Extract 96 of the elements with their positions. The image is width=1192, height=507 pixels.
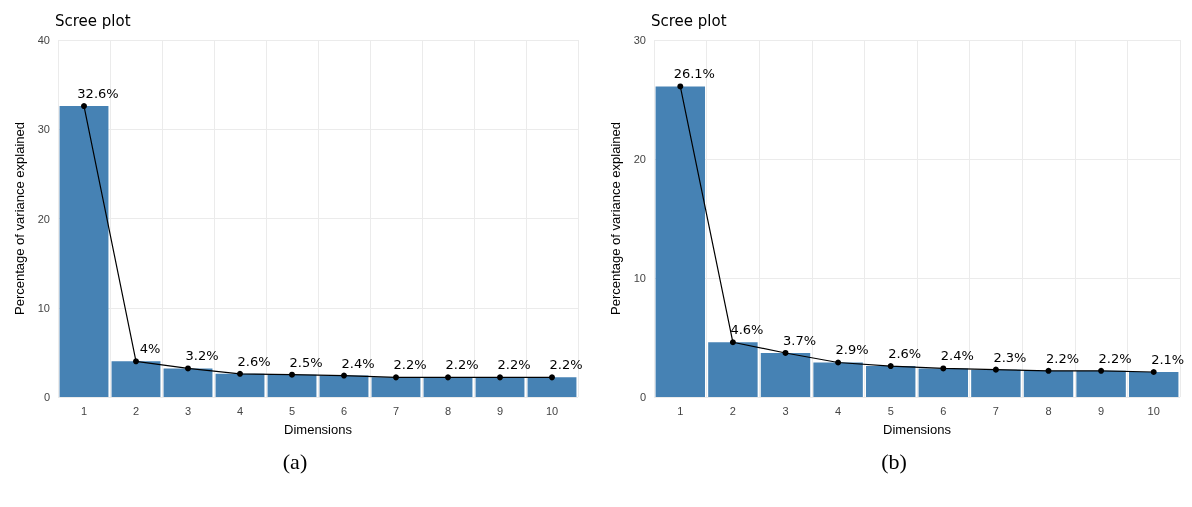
bar (865, 366, 916, 397)
data-label: 2.9% (835, 342, 869, 358)
x-tick-label: 7 (992, 404, 999, 417)
point (677, 83, 684, 90)
x-axis-title: Dimensions (883, 422, 952, 437)
x-tick-label: 10 (545, 404, 559, 417)
chart-title: Scree plot (651, 11, 727, 30)
data-label: 2.4% (341, 355, 375, 371)
bar (971, 369, 1021, 397)
point (835, 359, 842, 366)
x-tick-label: 2 (729, 404, 736, 417)
x-tick-label: 1 (80, 404, 88, 417)
y-tick-label: 20 (633, 153, 646, 165)
x-tick-label: 9 (496, 404, 504, 417)
x-tick-label: 5 (288, 404, 296, 417)
text: (b) (881, 448, 907, 474)
data-label: 2.6% (888, 346, 922, 362)
bar (1128, 372, 1179, 397)
bar (215, 373, 265, 397)
data-label: 2.2% (445, 357, 479, 373)
chart-title: Scree plot (55, 11, 131, 30)
x-axis-title: Dimensions (284, 422, 353, 437)
data-label: 2.3% (993, 349, 1027, 365)
bar (527, 377, 577, 397)
x-tick-label: 10 (1147, 404, 1160, 417)
bar (267, 374, 317, 397)
y-axis-title: Percentage of variance explained (12, 122, 27, 315)
x-tick-label: 9 (1098, 404, 1105, 417)
y-tick-label: 40 (37, 34, 50, 46)
bar (319, 375, 369, 397)
x-tick-label: 3 (782, 404, 789, 417)
y-tick-label: 0 (639, 391, 646, 403)
point (549, 374, 555, 381)
point (341, 372, 347, 379)
bar (371, 377, 421, 397)
point (81, 103, 87, 110)
y-tick-label: 10 (633, 272, 646, 284)
text: (a) (282, 448, 308, 474)
data-label: 2.5% (289, 354, 323, 370)
point (133, 358, 139, 365)
y-tick-label: 0 (43, 391, 50, 403)
point (445, 374, 451, 381)
x-tick-label: 8 (444, 404, 452, 417)
bar (813, 362, 863, 397)
x-tick-label: 4 (835, 404, 842, 417)
data-label: 2.2% (1098, 350, 1132, 366)
x-tick-label: 2 (132, 404, 140, 417)
y-tick-label: 20 (37, 212, 50, 225)
data-label: 4% (139, 341, 161, 357)
x-tick-label: 7 (392, 404, 400, 417)
data-label: 4.6% (730, 322, 764, 338)
data-label: 32.6% (77, 86, 119, 102)
bar (111, 361, 161, 397)
point (497, 374, 503, 381)
data-label: 2.2% (497, 357, 531, 373)
point (729, 339, 736, 346)
x-tick-label: 1 (677, 404, 684, 417)
data-label: 2.6% (237, 353, 271, 369)
data-label: 26.1% (673, 66, 715, 82)
x-tick-label: 8 (1045, 404, 1052, 417)
point (1045, 367, 1052, 374)
bar (918, 368, 969, 397)
point (782, 349, 789, 356)
point (185, 365, 191, 372)
data-label: 3.7% (782, 332, 817, 348)
point (1098, 367, 1105, 374)
y-tick-label: 30 (37, 123, 50, 136)
x-tick-label: 4 (236, 404, 244, 417)
bar (760, 352, 811, 397)
y-axis-title: Percentage of variance explained (608, 122, 623, 315)
x-tick-label: 3 (184, 404, 192, 417)
data-label: 2.2% (549, 357, 583, 373)
data-label: 2.4% (940, 348, 974, 364)
point (992, 366, 999, 373)
point (887, 363, 894, 370)
y-tick-label: 10 (37, 301, 50, 314)
point (1150, 369, 1157, 376)
data-label: 2.2% (1045, 350, 1080, 366)
data-label: 3.2% (185, 348, 219, 364)
bar (475, 377, 525, 397)
bar (1076, 370, 1126, 397)
point (237, 370, 243, 377)
bar (423, 377, 473, 397)
y-tick-label: 30 (633, 34, 646, 46)
x-tick-label: 6 (340, 404, 348, 417)
bar (163, 368, 213, 397)
bar (59, 106, 109, 397)
point (289, 371, 295, 378)
bar (655, 86, 706, 397)
x-tick-label: 5 (887, 404, 894, 417)
data-label: 2.2% (393, 357, 427, 373)
data-label: 2.1% (1151, 352, 1185, 368)
x-tick-label: 6 (940, 404, 947, 417)
point (393, 374, 399, 381)
bar (708, 342, 758, 397)
bar (1023, 370, 1074, 397)
